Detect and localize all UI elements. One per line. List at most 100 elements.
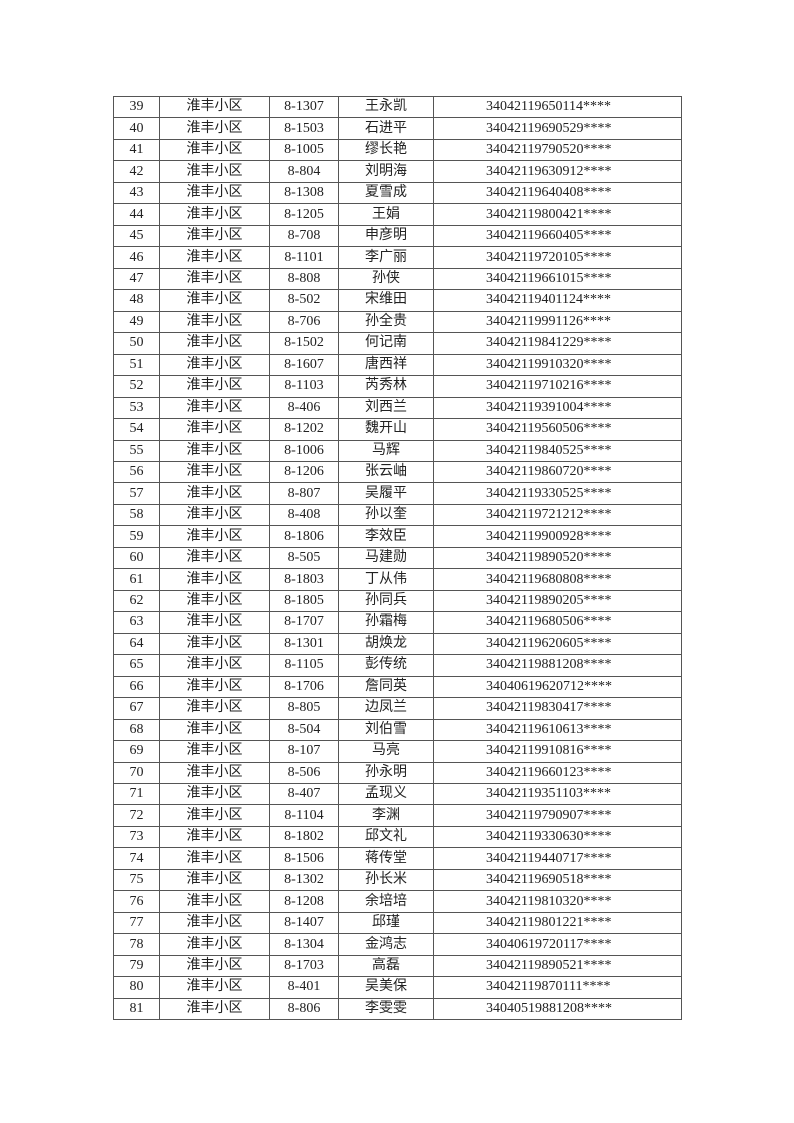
resident-table: 39 淮丰小区 8-1307 王永凯 34042119650114**** 40 淮丰小区 8… (113, 95, 682, 1021)
row-number-cell: 46 (113, 246, 160, 269)
table-row: 69 淮丰小区 8-107 马亮 34042119910816**** (113, 740, 682, 763)
community-cell: 淮丰小区 (159, 375, 270, 398)
unit-number-cell: 8-406 (269, 396, 339, 420)
unit-number-cell: 8-1104 (269, 804, 339, 827)
table-row: 73 淮丰小区 8-1802 邱文礼 34042119330630**** (113, 825, 682, 849)
table-row: 40 淮丰小区 8-1503 石进平 34042119690529**** (113, 117, 682, 140)
id-number-cell: 34042119790907**** (433, 804, 682, 827)
id-number-cell: 34042119710216**** (433, 375, 682, 398)
resident-name-cell: 王永凯 (338, 95, 434, 119)
table-row: 57 淮丰小区 8-807 吴履平 34042119330525**** (113, 482, 682, 505)
unit-number-cell: 8-506 (269, 761, 339, 785)
id-number-cell: 34042119650114**** (433, 95, 682, 119)
table-row: 52 淮丰小区 8-1103 芮秀林 34042119710216**** (113, 375, 682, 398)
resident-name-cell: 夏雪成 (338, 181, 434, 205)
row-number-cell: 55 (113, 439, 160, 462)
id-number-cell: 34042119690529**** (433, 117, 682, 140)
community-cell: 淮丰小区 (159, 718, 270, 742)
community-cell: 淮丰小区 (159, 933, 270, 956)
id-number-cell: 34042119661015**** (433, 267, 682, 291)
row-number-cell: 56 (113, 460, 160, 484)
community-cell: 淮丰小区 (159, 181, 270, 205)
table-row: 46 淮丰小区 8-1101 李广丽 34042119720105**** (113, 246, 682, 269)
row-number-cell: 71 (113, 782, 160, 806)
row-number-cell: 63 (113, 611, 160, 634)
unit-number-cell: 8-1703 (269, 954, 339, 978)
community-cell: 淮丰小区 (159, 267, 270, 291)
table-row: 61 淮丰小区 8-1803 丁从伟 34042119680808**** (113, 568, 682, 591)
unit-number-cell: 8-1407 (269, 911, 339, 935)
unit-number-cell: 8-807 (269, 482, 339, 505)
unit-number-cell: 8-1707 (269, 611, 339, 634)
resident-name-cell: 高磊 (338, 954, 434, 978)
community-cell: 淮丰小区 (159, 117, 270, 140)
row-number-cell: 80 (113, 976, 160, 999)
resident-table-body: 39 淮丰小区 8-1307 王永凯 34042119650114**** 40 淮丰小区 8… (113, 95, 682, 1021)
row-number-cell: 70 (113, 761, 160, 785)
table-row: 68 淮丰小区 8-504 刘伯雪 34042119610613**** (113, 718, 682, 742)
resident-name-cell: 孙全贵 (338, 310, 434, 334)
row-number-cell: 51 (113, 353, 160, 377)
resident-name-cell: 王娟 (338, 203, 434, 226)
table-row: 79 淮丰小区 8-1703 高磊 34042119890521**** (113, 954, 682, 978)
unit-number-cell: 8-1308 (269, 181, 339, 205)
id-number-cell: 34042119610613**** (433, 718, 682, 742)
community-cell: 淮丰小区 (159, 310, 270, 334)
unit-number-cell: 8-1802 (269, 825, 339, 849)
resident-name-cell: 孙永明 (338, 761, 434, 785)
resident-name-cell: 邱文礼 (338, 825, 434, 849)
unit-number-cell: 8-1101 (269, 246, 339, 269)
table-row: 56 淮丰小区 8-1206 张云岫 34042119860720**** (113, 460, 682, 484)
community-cell: 淮丰小区 (159, 224, 270, 248)
community-cell: 淮丰小区 (159, 353, 270, 377)
unit-number-cell: 8-1806 (269, 525, 339, 548)
row-number-cell: 53 (113, 396, 160, 420)
unit-number-cell: 8-1506 (269, 847, 339, 870)
community-cell: 淮丰小区 (159, 289, 270, 312)
table-row: 58 淮丰小区 8-408 孙以奎 34042119721212**** (113, 503, 682, 527)
table-row: 66 淮丰小区 8-1706 詹同英 34040619620712**** (113, 675, 682, 699)
resident-name-cell: 刘伯雪 (338, 718, 434, 742)
table-row: 62 淮丰小区 8-1805 孙同兵 34042119890205**** (113, 589, 682, 613)
table-row: 74 淮丰小区 8-1506 蒋传堂 34042119440717**** (113, 847, 682, 870)
table-row: 48 淮丰小区 8-502 宋维田 34042119401124**** (113, 289, 682, 312)
id-number-cell: 34040619720117**** (433, 933, 682, 956)
id-number-cell: 34042119630912**** (433, 160, 682, 183)
table-row: 54 淮丰小区 8-1202 魏开山 34042119560506**** (113, 418, 682, 441)
id-number-cell: 34042119440717**** (433, 847, 682, 870)
unit-number-cell: 8-1302 (269, 868, 339, 892)
community-cell: 淮丰小区 (159, 332, 270, 355)
id-number-cell: 34042119810320**** (433, 890, 682, 913)
table-row: 63 淮丰小区 8-1707 孙霜梅 34042119680506**** (113, 611, 682, 634)
id-number-cell: 34042119840525**** (433, 439, 682, 462)
resident-name-cell: 孙侠 (338, 267, 434, 291)
unit-number-cell: 8-408 (269, 503, 339, 527)
community-cell: 淮丰小区 (159, 611, 270, 634)
unit-number-cell: 8-806 (269, 997, 339, 1021)
community-cell: 淮丰小区 (159, 954, 270, 978)
resident-name-cell: 金鸿志 (338, 933, 434, 956)
unit-number-cell: 8-808 (269, 267, 339, 291)
unit-number-cell: 8-1301 (269, 632, 339, 656)
id-number-cell: 34040519881208**** (433, 997, 682, 1021)
row-number-cell: 57 (113, 482, 160, 505)
resident-name-cell: 宋维田 (338, 289, 434, 312)
id-number-cell: 34042119890520**** (433, 546, 682, 570)
id-number-cell: 34042119720105**** (433, 246, 682, 269)
resident-name-cell: 唐西祥 (338, 353, 434, 377)
resident-name-cell: 马建勋 (338, 546, 434, 570)
community-cell: 淮丰小区 (159, 697, 270, 720)
row-number-cell: 62 (113, 589, 160, 613)
id-number-cell: 34042119790520**** (433, 138, 682, 162)
unit-number-cell: 8-708 (269, 224, 339, 248)
community-cell: 淮丰小区 (159, 396, 270, 420)
resident-name-cell: 余培培 (338, 890, 434, 913)
table-row: 59 淮丰小区 8-1806 李效臣 34042119900928**** (113, 525, 682, 548)
id-number-cell: 34042119890521**** (433, 954, 682, 978)
table-row: 41 淮丰小区 8-1005 缪长艳 34042119790520**** (113, 138, 682, 162)
resident-name-cell: 边凤兰 (338, 697, 434, 720)
table-row: 70 淮丰小区 8-506 孙永明 34042119660123**** (113, 761, 682, 785)
community-cell: 淮丰小区 (159, 246, 270, 269)
community-cell: 淮丰小区 (159, 568, 270, 591)
id-number-cell: 34042119860720**** (433, 460, 682, 484)
